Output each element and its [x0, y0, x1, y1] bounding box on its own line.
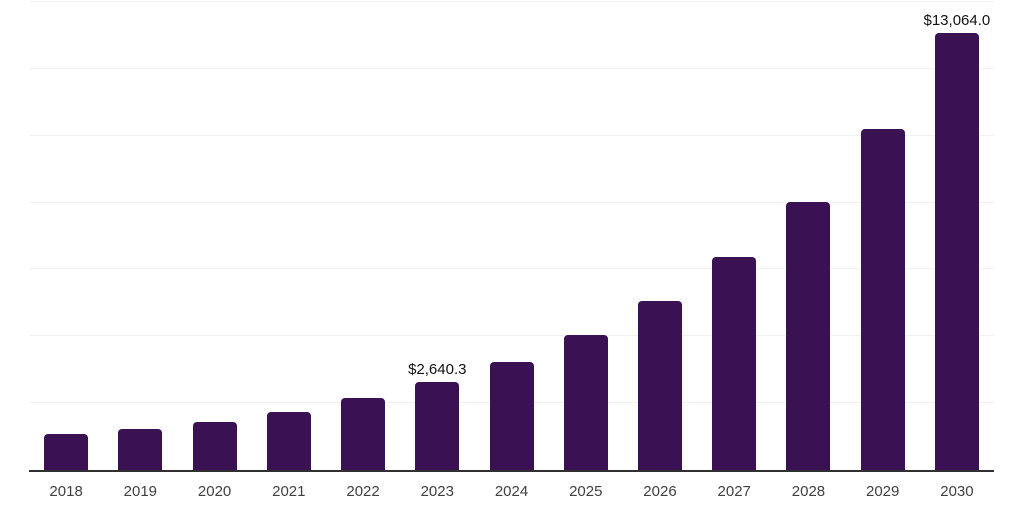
x-tick-2021: 2021: [272, 483, 306, 500]
plot-area: $2,640.3 $13,064.0: [29, 1, 994, 472]
gridline: [29, 134, 994, 136]
bar-2027: [712, 257, 757, 470]
bar-2022: [341, 398, 386, 470]
x-tick-2027: 2027: [717, 483, 751, 500]
bar-2018: [44, 433, 89, 470]
gridline: [29, 67, 994, 69]
x-tick-2026: 2026: [643, 483, 677, 500]
x-tick-2023: 2023: [420, 483, 454, 500]
x-tick-2018: 2018: [49, 483, 83, 500]
x-tick-2020: 2020: [197, 483, 232, 500]
bar-2021: [266, 411, 311, 470]
x-axis-labels: 2018 2019 2020 2021 2022 2023 2024 2025 2026 2027…: [29, 481, 994, 503]
bar-2023: [415, 381, 460, 470]
x-tick-2024: 2024: [494, 483, 529, 500]
gridline: [29, 1, 994, 2]
value-label-2023: $2,640.3: [408, 360, 467, 378]
bar-2026: [637, 301, 682, 470]
gridline: [29, 201, 994, 203]
x-tick-2022: 2022: [346, 483, 380, 500]
bar-2028: [786, 201, 831, 470]
value-label-2030: $13,064.0: [923, 12, 991, 30]
bar-2020: [192, 421, 237, 470]
x-tick-2019: 2019: [123, 483, 158, 500]
bar-2025: [563, 334, 608, 470]
x-tick-2030: 2030: [940, 483, 974, 500]
x-tick-2029: 2029: [866, 483, 900, 500]
x-tick-2028: 2028: [791, 483, 826, 500]
bar-2019: [118, 428, 163, 470]
gridline: [29, 268, 994, 270]
bar-2030: [934, 33, 979, 470]
x-tick-2025: 2025: [569, 483, 603, 500]
gridline: [29, 335, 994, 337]
x-axis-line: [29, 470, 994, 472]
bar-2029: [860, 128, 905, 470]
bar-2024: [489, 361, 534, 470]
